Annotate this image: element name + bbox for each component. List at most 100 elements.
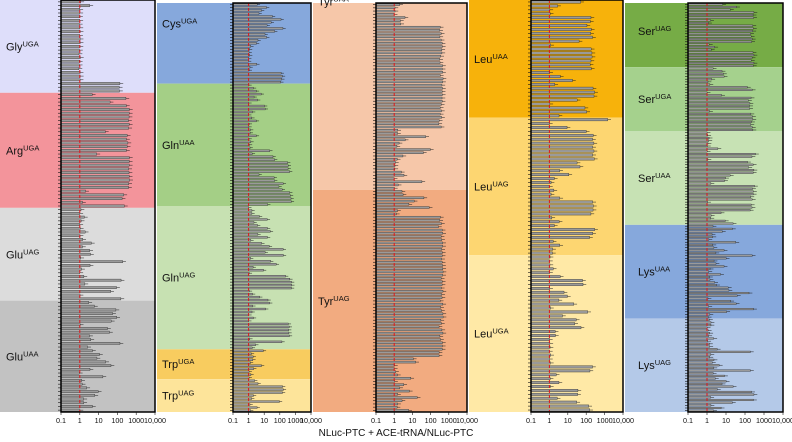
bar-gly-uga-1 bbox=[60, 0, 81, 4]
bar-tyr-uaa-16 bbox=[375, 51, 443, 55]
bar-gln-uaa-36 bbox=[232, 188, 283, 191]
bar-gln-uaa-32 bbox=[232, 176, 275, 179]
bar-lys-uaa-35 bbox=[687, 316, 709, 319]
bar-gly-uga-19 bbox=[60, 67, 80, 70]
bar-ser-uaa-2 bbox=[687, 134, 708, 137]
bar-ser-uga-20 bbox=[687, 118, 754, 121]
bar-arg-uga-31 bbox=[60, 204, 125, 208]
bar-tyr-uaa-33 bbox=[375, 106, 441, 109]
bar-tyr-uag-63 bbox=[375, 389, 410, 393]
bar-leu-uag-14 bbox=[530, 169, 560, 173]
bar-glu-uaa-4 bbox=[60, 312, 113, 315]
bar-gln-uag-7 bbox=[232, 224, 258, 227]
bar-trp-uga-4 bbox=[232, 358, 254, 361]
bar-gln-uag-25 bbox=[232, 278, 291, 281]
bar-gly-uga-14 bbox=[60, 48, 80, 52]
bar-leu-uag-10 bbox=[530, 153, 593, 157]
bar-tyr-uaa-44 bbox=[375, 141, 400, 145]
bar-cys-uga-3 bbox=[232, 9, 262, 12]
bar-lys-uag-25 bbox=[687, 382, 723, 385]
bar-tyr-uaa-29 bbox=[375, 93, 443, 96]
bar-cys-uga-4 bbox=[232, 12, 260, 15]
bar-tyr-uag-8 bbox=[375, 212, 397, 216]
bar-arg-uga-16 bbox=[60, 148, 127, 152]
bar-cys-uga-23 bbox=[232, 69, 250, 72]
bar-glu-uaa-3 bbox=[60, 308, 117, 312]
bar-glu-uaa-11 bbox=[60, 338, 92, 341]
bar-leu-uga-22 bbox=[530, 338, 550, 341]
bar-leu-uag-16 bbox=[530, 177, 555, 180]
x-tick-label: 0.1 bbox=[683, 416, 693, 425]
bar-gln-uaa-41 bbox=[232, 203, 268, 206]
bar-leu-uga-31 bbox=[530, 373, 557, 377]
bar-glu-uag-18 bbox=[60, 271, 80, 275]
bar-glu-uag-20 bbox=[60, 278, 122, 282]
bar-lys-uag-13 bbox=[687, 350, 751, 353]
bar-gln-uaa-34 bbox=[232, 182, 284, 185]
bar-tyr-uag-5 bbox=[375, 203, 410, 206]
bar-lys-uag-2 bbox=[687, 321, 712, 324]
group-label-trp-uag: TrpUAG bbox=[162, 389, 195, 403]
x-tick-label: 100 bbox=[274, 416, 286, 425]
bar-glu-uag-23 bbox=[60, 290, 111, 293]
group-label-ser-uaa: SerUAA bbox=[638, 171, 671, 185]
bar-leu-uaa-3 bbox=[530, 8, 551, 12]
bar-lys-uag-20 bbox=[687, 369, 751, 372]
bar-glu-uaa-28 bbox=[60, 401, 84, 405]
bar-tyr-uag-22 bbox=[375, 257, 442, 261]
bar-gln-uaa-10 bbox=[232, 110, 253, 114]
bar-lys-uaa-24 bbox=[687, 286, 729, 289]
group-label-leu-uga: LeuUGA bbox=[474, 327, 509, 341]
bar-lys-uag-30 bbox=[687, 396, 711, 399]
bar-glu-uag-19 bbox=[60, 275, 85, 278]
bar-ser-uaa-35 bbox=[687, 222, 734, 225]
bar-glu-uag-22 bbox=[60, 286, 117, 289]
bar-ser-uag-21 bbox=[687, 56, 753, 59]
bar-leu-uaa-5 bbox=[530, 16, 592, 20]
bar-tyr-uag-68 bbox=[375, 405, 398, 409]
bar-cys-uga-8 bbox=[232, 24, 268, 27]
bar-glu-uag-7 bbox=[60, 230, 86, 234]
bar-gln-uaa-17 bbox=[232, 131, 251, 134]
bar-gln-uaa-9 bbox=[232, 107, 266, 111]
group-label-lys-uaa: LysUAA bbox=[638, 265, 670, 279]
bar-lys-uag-32 bbox=[687, 401, 733, 404]
bar-tyr-uaa-20 bbox=[375, 64, 443, 67]
bar-tyr-uag-61 bbox=[375, 383, 405, 386]
bar-lys-uaa-5 bbox=[687, 235, 714, 238]
bar-ser-uaa-6 bbox=[687, 145, 708, 148]
bar-arg-uga-15 bbox=[60, 145, 128, 148]
bar-cys-uga-22 bbox=[232, 66, 251, 69]
bar-leu-uga-29 bbox=[530, 365, 593, 369]
bar-tyr-uaa-32 bbox=[375, 103, 442, 106]
bar-trp-uga-8 bbox=[232, 370, 250, 373]
bar-lys-uaa-6 bbox=[687, 238, 710, 241]
axes-frame bbox=[530, 0, 624, 413]
bar-leu-uga-14 bbox=[530, 306, 551, 310]
bar-leu-uaa-24 bbox=[530, 90, 595, 94]
bar-ser-uaa-12 bbox=[687, 161, 748, 164]
bar-tyr-uaa-54 bbox=[375, 174, 405, 177]
bar-leu-uaa-12 bbox=[530, 43, 551, 47]
bar-gln-uag-48 bbox=[232, 346, 253, 349]
bar-lys-uaa-26 bbox=[687, 292, 750, 295]
bar-glu-uaa-14 bbox=[60, 349, 93, 353]
bar-lys-uag-3 bbox=[687, 324, 712, 327]
bar-arg-uga-21 bbox=[60, 167, 129, 171]
bar-gln-uaa-39 bbox=[232, 197, 292, 200]
bar-ser-uga-5 bbox=[687, 78, 712, 81]
bar-leu-uaa-27 bbox=[530, 102, 551, 106]
bar-leu-uag-2 bbox=[530, 122, 550, 125]
bar-leu-uag-25 bbox=[530, 212, 592, 216]
x-tick-label: 1 bbox=[392, 416, 396, 425]
bar-lys-uaa-27 bbox=[687, 294, 738, 297]
bar-arg-uga-18 bbox=[60, 156, 130, 160]
bar-leu-uag-22 bbox=[530, 200, 593, 204]
bar-tyr-uaa-6 bbox=[375, 19, 401, 22]
bar-leu-uga-18 bbox=[530, 322, 575, 326]
bar-lys-uaa-15 bbox=[687, 262, 717, 265]
bar-ser-uag-1 bbox=[687, 3, 723, 6]
bar-glu-uaa-29 bbox=[60, 405, 93, 408]
bar-ser-uga-18 bbox=[687, 112, 752, 115]
